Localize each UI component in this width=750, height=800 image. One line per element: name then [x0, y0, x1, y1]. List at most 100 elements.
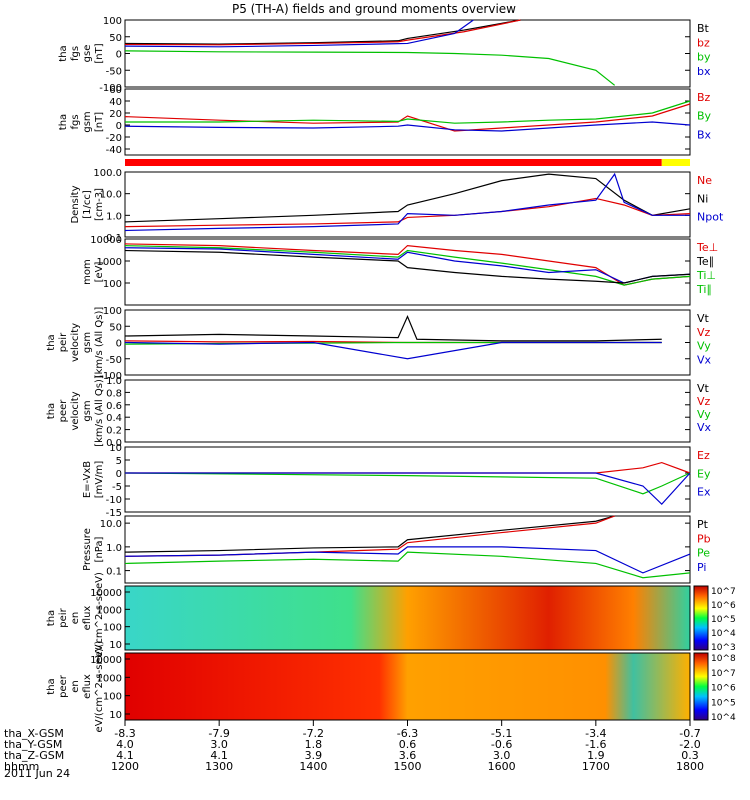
series-by — [124, 50, 616, 86]
y-axis-label: eV/(cm^2-s-sr-eV) — [94, 572, 105, 664]
legend-Pi: Pi — [697, 561, 706, 574]
y-tick-label: -100 — [99, 371, 122, 382]
y-axis-label: eflux — [82, 606, 93, 631]
x-row-value: 1500 — [394, 760, 422, 773]
series-Pb — [124, 515, 615, 557]
y-tick-label: 10000 — [90, 588, 122, 599]
colorbar-tick-label: 10^4 — [711, 629, 736, 639]
legend-Pe: Pe — [697, 547, 710, 560]
y-axis-label: tha — [58, 114, 69, 130]
legend-by: by — [697, 51, 711, 64]
y-tick-label: 0.4 — [106, 413, 122, 424]
y-axis-label: [1/cc] — [82, 190, 93, 219]
colorbar — [693, 585, 709, 651]
panel-frame — [124, 379, 691, 443]
x-row-value: 1800 — [676, 760, 704, 773]
y-axis-label: tha — [58, 45, 69, 61]
y-tick-label: 0.1 — [106, 233, 122, 244]
y-axis-label: fgs — [70, 46, 81, 61]
y-tick-label: 1000 — [97, 257, 122, 268]
colorbar-tick-label: 10^7 — [711, 669, 736, 679]
colorbar-tick-label: 10^5 — [711, 698, 736, 708]
series-Tb — [124, 247, 691, 284]
x-row-value: -5.1 — [491, 727, 512, 740]
legend-By: By — [697, 110, 712, 123]
x-row-value: 4.1 — [210, 749, 228, 762]
legend-Te∥: Te∥ — [696, 255, 714, 268]
x-row-value: 0.6 — [399, 738, 417, 751]
y-tick-label: 40 — [109, 97, 122, 108]
legend-Ti⊥: Ti⊥ — [696, 269, 716, 282]
x-row-value: -7.9 — [208, 727, 229, 740]
y-tick-label: -20 — [106, 133, 122, 144]
series-Pi — [124, 546, 691, 574]
y-axis-label: en — [70, 680, 81, 693]
y-tick-label: 50 — [109, 33, 122, 44]
x-row-value: 3.9 — [305, 749, 323, 762]
panel-moments_t: 100 1000 10000 mom [eV] Te⊥Te∥Ti⊥Ti∥ — [82, 235, 718, 306]
x-row-value: 4.0 — [116, 738, 134, 751]
y-tick-label: 100 — [103, 623, 122, 634]
y-tick-label: -40 — [106, 145, 122, 156]
y-axis-label: fgs — [70, 114, 81, 129]
legend-Vy: Vy — [697, 408, 711, 421]
y-tick-label: 1.0 — [106, 376, 122, 387]
legend-Ni: Ni — [697, 192, 708, 205]
y-tick-label: 10 — [109, 710, 122, 721]
series-Ti — [124, 245, 691, 286]
y-tick-label: -50 — [106, 355, 122, 366]
y-axis-label: eflux — [82, 674, 93, 699]
y-axis-label: en — [70, 612, 81, 625]
legend-Vx: Vx — [697, 353, 712, 366]
y-tick-label: 10000 — [90, 235, 122, 246]
date-label: 2011 Jun 24 — [4, 767, 70, 780]
y-axis-label: [nT] — [94, 43, 105, 63]
mode-bar-segment — [661, 159, 690, 166]
y-axis-label: mom — [82, 259, 93, 285]
panel-frame — [124, 238, 691, 306]
x-row-value: 1300 — [205, 760, 233, 773]
x-row-value: 3.0 — [210, 738, 228, 751]
series-Vt — [124, 314, 662, 342]
y-tick-label: 1.0 — [106, 211, 122, 222]
y-axis-label: E=-VxB — [82, 461, 93, 498]
y-tick-label: 20 — [109, 109, 122, 120]
legend-Bz: Bz — [697, 91, 711, 104]
y-tick-label: 0 — [116, 469, 122, 480]
colorbar-tick-label: 10^3 — [711, 643, 736, 653]
y-axis-label: tha — [46, 678, 57, 694]
x-row-value: -6.3 — [397, 727, 418, 740]
legend-Vy: Vy — [697, 340, 711, 353]
series-Pt — [124, 515, 615, 553]
mode-bar-segment — [125, 159, 662, 166]
y-tick-label: 100 — [103, 16, 122, 27]
series-By — [125, 100, 691, 124]
panel-efield: -15 -10 -5 0 5 10 E=-VxB [mV/m] Ez Ey Ex — [82, 443, 711, 519]
y-tick-label: 0.2 — [106, 426, 122, 437]
legend-Ez: Ez — [697, 449, 710, 462]
y-tick-label: 0.8 — [106, 388, 122, 399]
x-row-value: 1700 — [582, 760, 610, 773]
x-row-value: -8.3 — [114, 727, 135, 740]
series-Bx — [124, 121, 691, 132]
y-axis-label: [nPa] — [94, 536, 105, 562]
x-row-value: 4.1 — [116, 749, 134, 762]
legend-Vx: Vx — [697, 421, 712, 434]
y-axis-label: [km/s (All Qs)] — [94, 307, 105, 379]
series-Vx — [124, 341, 662, 360]
y-axis-label: tha — [46, 403, 57, 419]
legend-Npot: Npot — [697, 211, 724, 224]
y-tick-label: 0.6 — [106, 401, 122, 412]
x-row-label: hhmm — [4, 760, 39, 773]
panel-peir_spec: 10 100 1000 10000 10^3 10^4 10^5 10^6 10^7 tha pei… — [46, 572, 736, 664]
y-tick-label: 0.1 — [106, 567, 122, 578]
y-axis-label: [nT] — [94, 112, 105, 132]
colorbar-tick-label: 10^8 — [711, 654, 736, 664]
series-Ez — [125, 461, 691, 474]
legend-Ey: Ey — [697, 467, 711, 480]
y-axis-label: [cm-3] — [94, 188, 105, 221]
x-row-value: 3.0 — [493, 749, 511, 762]
x-row-value: -7.2 — [303, 727, 324, 740]
colorbar-tick-label: 10^7 — [711, 587, 736, 597]
